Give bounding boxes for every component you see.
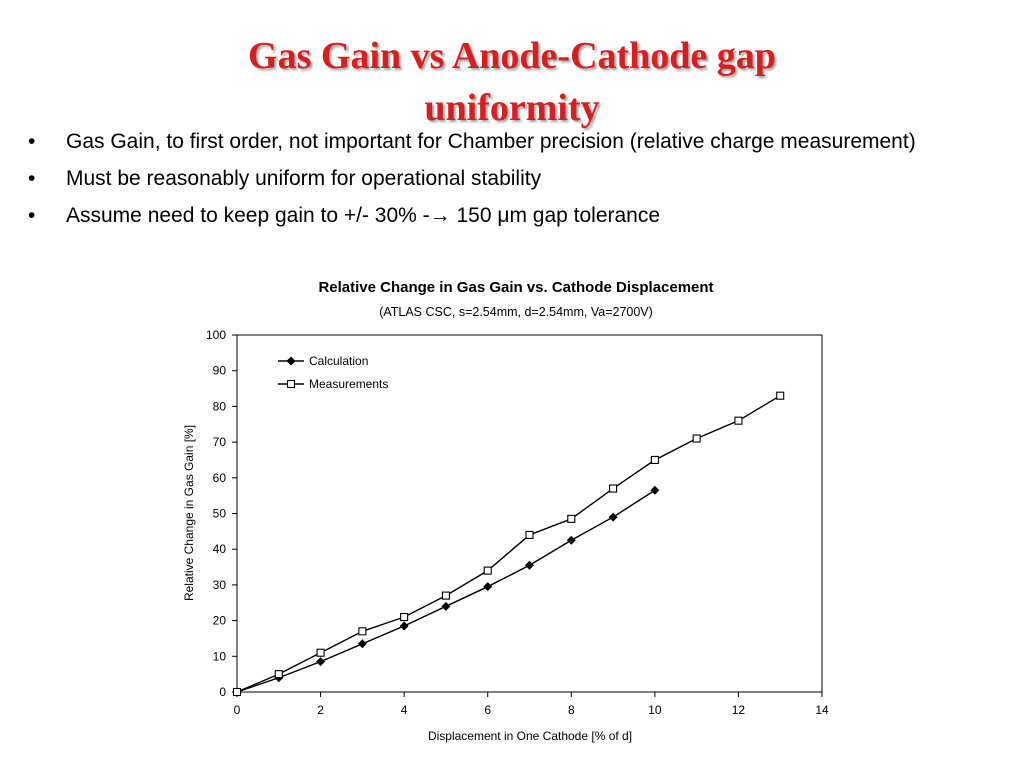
calculation-point xyxy=(286,356,296,366)
bullet-glyph: • xyxy=(28,167,36,190)
measurement-point xyxy=(274,670,283,679)
measurement-point xyxy=(692,434,701,443)
y-tick-label: 50 xyxy=(213,507,227,521)
slide-title: Gas Gain vs Anode-Cathode gap uniformity xyxy=(140,30,884,134)
y-tick-label: 10 xyxy=(213,649,227,663)
bullet-list: • Gas Gain, to first order, not importan… xyxy=(28,126,988,237)
y-axis-label: Relative Change in Gas Gain [%] xyxy=(182,425,196,601)
series-layer xyxy=(232,391,785,697)
calculation-point xyxy=(525,560,534,570)
bullet-text: Assume need to keep gain to +/- 30% -→ 1… xyxy=(66,204,661,227)
y-tick-label: 20 xyxy=(213,614,227,628)
legend-label: Calculation xyxy=(309,354,368,368)
measurement-point xyxy=(650,455,659,465)
bullet-item: • Assume need to keep gain to +/- 30% -→… xyxy=(28,200,988,231)
legend-item-measurements: Measurements xyxy=(278,377,388,391)
measurement-point xyxy=(358,627,367,636)
chart-subtitle: (ATLAS CSC, s=2.54mm, d=2.54mm, Va=2700V… xyxy=(379,305,653,319)
legend-label: Measurements xyxy=(309,377,388,391)
y-tick-label: 80 xyxy=(213,399,227,413)
x-axis-label: Displacement in One Cathode [% of d] xyxy=(428,729,632,743)
slide-title-line-2: uniformity xyxy=(424,87,600,129)
bullet-item: • Gas Gain, to first order, not importan… xyxy=(28,126,988,157)
bullet-text: Must be reasonably uniform for operation… xyxy=(66,167,542,190)
axes: 0 2 4 6 8 10 12 14 0 10 20 30 40 50 60 70 80 90 100 xyxy=(206,328,829,717)
calculation-line xyxy=(236,489,656,693)
y-tick-label: 30 xyxy=(213,578,227,592)
measurements-line xyxy=(236,395,781,693)
measurement-point xyxy=(525,530,534,539)
calculation-point xyxy=(566,535,576,545)
bullet-glyph: • xyxy=(28,130,36,153)
calculation-point xyxy=(316,657,326,667)
x-tick-label: 12 xyxy=(732,703,746,717)
measurement-point xyxy=(483,566,492,575)
bullet-text: Gas Gain, to first order, not important … xyxy=(66,130,916,153)
bullet-glyph: • xyxy=(28,204,36,227)
measurement-point xyxy=(567,514,576,523)
x-tick-label: 0 xyxy=(234,703,241,717)
measurement-point xyxy=(316,648,325,657)
x-tick-label: 10 xyxy=(648,703,662,717)
calculation-point xyxy=(608,512,618,522)
x-tick-label: 2 xyxy=(317,703,324,717)
calculation-point xyxy=(399,621,409,631)
chart-legend: Calculation Measurements xyxy=(278,354,388,391)
calculation-point xyxy=(441,601,451,611)
legend-item-calculation: Calculation xyxy=(278,354,368,368)
x-tick-label: 14 xyxy=(815,703,829,717)
x-tick-label: 8 xyxy=(568,703,575,717)
calculation-point xyxy=(357,639,367,649)
y-tick-label: 100 xyxy=(206,328,226,342)
measurement-point xyxy=(734,416,743,425)
measurement-point xyxy=(441,591,450,600)
bullet-item: • Must be reasonably uniform for operati… xyxy=(28,163,988,194)
measurement-point xyxy=(776,391,785,400)
chart-title: Relative Change in Gas Gain vs. Cathode … xyxy=(318,279,713,296)
x-tick-label: 4 xyxy=(401,703,408,717)
y-tick-label: 40 xyxy=(213,542,227,556)
y-tick-label: 70 xyxy=(213,435,227,449)
measurement-point xyxy=(232,687,242,697)
y-tick-label: 0 xyxy=(219,685,226,699)
measurement-point xyxy=(400,612,409,622)
y-tick-label: 90 xyxy=(213,364,227,378)
x-tick-label: 6 xyxy=(484,703,491,717)
series-calculation xyxy=(232,485,660,697)
calculation-point xyxy=(650,485,660,495)
y-tick-label: 60 xyxy=(213,471,227,485)
measurement-point xyxy=(609,484,618,493)
calculation-point xyxy=(483,582,493,592)
measurement-point xyxy=(286,379,296,389)
slide-title-line-1: Gas Gain vs Anode-Cathode gap xyxy=(248,35,776,77)
series-measurements xyxy=(232,391,785,697)
